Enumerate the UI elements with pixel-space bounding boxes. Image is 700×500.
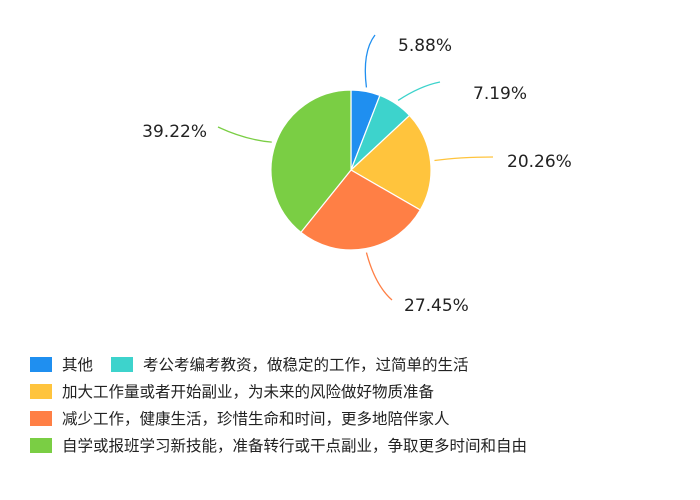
legend-label-new-skills: 自学或报班学习新技能，准备转行或干点副业，争取更多时间和自由 (62, 437, 528, 455)
data-label-new-skills: 39.22% (142, 122, 207, 142)
data-label-less-work: 27.45% (404, 296, 469, 316)
data-label-other: 5.88% (398, 36, 452, 56)
legend-row-3: 减少工作，健康生活，珍惜生命和时间，更多地陪伴家人 (30, 407, 690, 429)
leader-line-less-work (365, 252, 393, 301)
pie-slice-less-work[interactable] (300, 169, 422, 251)
pie-slice-new-skills[interactable] (270, 89, 352, 234)
legend-item-other[interactable]: 其他 (30, 353, 93, 375)
legend-swatch-side-business (30, 383, 52, 399)
legend-row-4: 自学或报班学习新技能，准备转行或干点副业，争取更多时间和自由 (30, 434, 690, 456)
legend-item-new-skills[interactable]: 自学或报班学习新技能，准备转行或干点副业，争取更多时间和自由 (30, 434, 527, 456)
legend-label-side-business: 加大工作量或者开始副业，为未来的风险做好物质准备 (62, 383, 435, 401)
legend-swatch-less-work (30, 410, 52, 426)
legend-swatch-new-skills (30, 437, 52, 453)
legend-label-other: 其他 (62, 356, 94, 374)
legend-item-less-work[interactable]: 减少工作，健康生活，珍惜生命和时间，更多地陪伴家人 (30, 407, 450, 429)
legend-label-less-work: 减少工作，健康生活，珍惜生命和时间，更多地陪伴家人 (62, 410, 450, 428)
legend-swatch-other (30, 356, 52, 372)
leader-line-other (364, 34, 376, 88)
legend-item-side-business[interactable]: 加大工作量或者开始副业，为未来的风险做好物质准备 (30, 380, 434, 402)
legend-swatch-stable-job (111, 356, 134, 372)
leader-line-new-skills (217, 126, 272, 143)
leader-line-side-business (434, 156, 494, 162)
data-label-side-business: 20.26% (507, 152, 572, 172)
pie-slice-side-business[interactable] (349, 114, 432, 211)
legend-row-1: 其他 考公考编考教资，做稳定的工作，过简单的生活 (30, 353, 690, 375)
legend: 其他 考公考编考教资，做稳定的工作，过简单的生活 加大工作量或者开始副业，为未来… (30, 353, 690, 461)
data-label-stable-job: 7.19% (473, 84, 527, 104)
legend-row-2: 加大工作量或者开始副业，为未来的风险做好物质准备 (30, 380, 690, 402)
legend-label-stable-job: 考公考编考教资，做稳定的工作，过简单的生活 (143, 356, 469, 374)
leader-line-stable-job (397, 81, 441, 101)
legend-item-stable-job[interactable]: 考公考编考教资，做稳定的工作，过简单的生活 (111, 353, 469, 375)
